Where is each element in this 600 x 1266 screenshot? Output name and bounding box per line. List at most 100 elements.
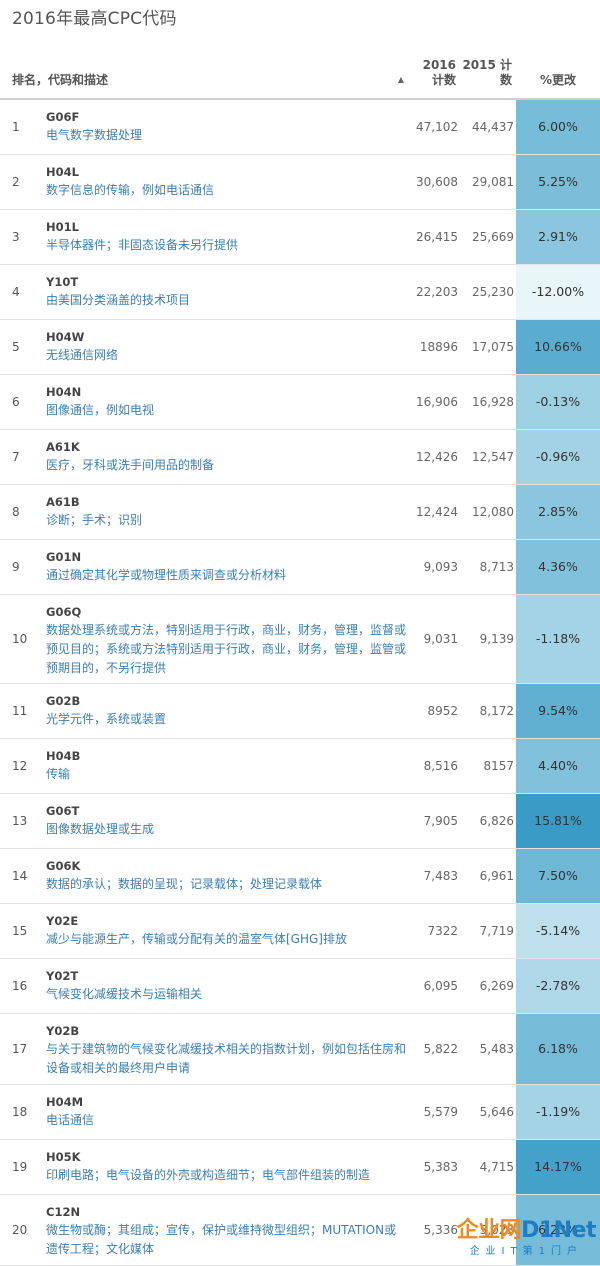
row-rank: 3 (0, 209, 42, 265)
table-row: 15 Y02E 减少与能源生产，传输或分配有关的温室气体[GHG]排放 7322 7,7… (0, 903, 600, 959)
count-2015: 6,961 (460, 848, 517, 904)
row-rank: 4 (0, 264, 42, 320)
row-rank: 1 (0, 99, 42, 155)
count-2016: 5,579 (412, 1084, 461, 1140)
header-2016-count[interactable]: 2016 计数 (412, 36, 461, 100)
row-code-desc: G06F 电气数字数据处理 (42, 99, 413, 155)
cpc-description-link[interactable]: 气候变化减缓技术与运输相关 (46, 986, 203, 1001)
percent-change-cell: 10.66% (516, 319, 600, 375)
cpc-description-link[interactable]: 电话通信 (46, 1112, 95, 1127)
cpc-description-link[interactable]: 减少与能源生产，传输或分配有关的温室气体[GHG]排放 (46, 931, 347, 946)
count-2015: 5,483 (460, 1013, 517, 1085)
cpc-description-link[interactable]: 诊断；手术；识别 (46, 512, 143, 527)
row-rank: 7 (0, 429, 42, 485)
cpc-code: H04L (46, 164, 79, 179)
percent-change-cell: 4.40% (516, 738, 600, 794)
cpc-code: H04W (46, 329, 85, 344)
cpc-description-link[interactable]: 微生物或酶；其组成；宣传，保护或维持微型组织；MUTATION或遗传工程；文化媒… (46, 1222, 397, 1256)
cpc-code: Y02T (46, 968, 79, 983)
table-header-row: 排名，代码和描述 ▲ 2016 计数 2015 计数 %更改 (0, 36, 600, 100)
table-row: 8 A61B 诊断；手术；识别 12,424 12,080 2.85% (0, 484, 600, 540)
cpc-code: A61B (46, 494, 80, 509)
cpc-description-link[interactable]: 半导体器件；非固态设备未另行提供 (46, 237, 239, 252)
cpc-code: H04M (46, 1094, 84, 1109)
cpc-code: G06K (46, 858, 81, 873)
percent-change-cell: 6.18% (516, 1013, 600, 1085)
table-row: 11 G02B 光学元件，系统或装置 8952 8,172 9.54% (0, 683, 600, 739)
row-code-desc: H04W 无线通信网络 (42, 319, 413, 375)
table-body: 1 G06F 电气数字数据处理 47,102 44,437 6.00% 2 H04L 数字信息的… (0, 99, 600, 1266)
table-row: 5 H04W 无线通信网络 18896 17,075 10.66% (0, 319, 600, 375)
header-rank-desc-label: 排名，代码和描述 (12, 73, 109, 87)
cpc-description-link[interactable]: 电气数字数据处理 (46, 128, 143, 142)
cpc-description-link[interactable]: 数字信息的传输，例如电话通信 (46, 182, 215, 197)
count-2015: 6,826 (460, 793, 517, 849)
row-rank: 12 (0, 738, 42, 794)
row-code-desc: H01L 半导体器件；非固态设备未另行提供 (42, 209, 413, 265)
row-rank: 8 (0, 484, 42, 540)
cpc-code: G02B (46, 693, 81, 708)
count-2015: 29,081 (460, 154, 517, 210)
count-2015: 5,646 (460, 1084, 517, 1140)
cpc-description-link[interactable]: 图像通信，例如电视 (46, 402, 155, 417)
cpc-description-link[interactable]: 光学元件，系统或装置 (46, 711, 167, 726)
cpc-description-link[interactable]: 通过确定其化学或物理性质来调查或分析材料 (46, 567, 287, 582)
percent-change-cell: -0.96% (516, 429, 600, 485)
row-code-desc: H04B 传输 (42, 738, 413, 794)
percent-change-cell: -12.00% (516, 264, 600, 320)
cpc-description-link[interactable]: 数据处理系统或方法，特别适用于行政，商业，财务，管理，监督或预见目的；系统或方法… (46, 622, 407, 675)
row-code-desc: G06K 数据的承认；数据的呈现；记录载体；处理记录载体 (42, 848, 413, 904)
percent-change-cell: 14.17% (516, 1139, 600, 1195)
row-rank: 14 (0, 848, 42, 904)
count-2016: 7,905 (412, 793, 461, 849)
cpc-description-link[interactable]: 与关于建筑物的气候变化减缓技术相关的指数计划，例如包括住房和设备或相关的最终用户… (46, 1041, 407, 1075)
row-code-desc: A61B 诊断；手术；识别 (42, 484, 413, 540)
count-2015: 12,080 (460, 484, 517, 540)
cpc-code: A61K (46, 439, 80, 454)
table-row: 4 Y10T 由美国分类涵盖的技术项目 22,203 25,230 -12.00% (0, 264, 600, 320)
row-code-desc: H05K 印刷电路；电气设备的外壳或构造细节；电气部件组装的制造 (42, 1139, 413, 1195)
cpc-code: Y10T (46, 274, 79, 289)
row-code-desc: H04M 电话通信 (42, 1084, 413, 1140)
row-rank: 16 (0, 958, 42, 1014)
row-code-desc: G01N 通过确定其化学或物理性质来调查或分析材料 (42, 539, 413, 595)
row-code-desc: Y02T 气候变化减缓技术与运输相关 (42, 958, 413, 1014)
count-2016: 12,426 (412, 429, 461, 485)
count-2016: 30,608 (412, 154, 461, 210)
row-rank: 11 (0, 683, 42, 739)
row-code-desc: G06T 图像数据处理或生成 (42, 793, 413, 849)
cpc-description-link[interactable]: 无线通信网络 (46, 347, 119, 362)
cpc-description-link[interactable]: 由美国分类涵盖的技术项目 (46, 292, 191, 307)
table-row: 2 H04L 数字信息的传输，例如电话通信 30,608 29,081 5.25% (0, 154, 600, 210)
percent-change-cell: -0.13% (516, 374, 600, 430)
count-2016: 8,516 (412, 738, 461, 794)
row-code-desc: Y02E 减少与能源生产，传输或分配有关的温室气体[GHG]排放 (42, 903, 413, 959)
cpc-description-link[interactable]: 图像数据处理或生成 (46, 821, 155, 836)
cpc-description-link[interactable]: 印刷电路；电气设备的外壳或构造细节；电气部件组装的制造 (46, 1167, 371, 1182)
header-percent-change[interactable]: %更改 (516, 36, 600, 100)
cpc-description-link[interactable]: 数据的承认；数据的呈现；记录载体；处理记录载体 (46, 876, 323, 891)
row-code-desc: A61K 医疗，牙科或洗手间用品的制备 (42, 429, 413, 485)
cpc-code: H04N (46, 384, 82, 399)
cpc-code: G06F (46, 110, 80, 124)
count-2016: 7,483 (412, 848, 461, 904)
table-row: 16 Y02T 气候变化减缓技术与运输相关 6,095 6,269 -2.78% (0, 958, 600, 1014)
percent-change-cell: 2.91% (516, 209, 600, 265)
cpc-description-link[interactable]: 医疗，牙科或洗手间用品的制备 (46, 457, 215, 472)
cpc-code: G01N (46, 549, 82, 564)
count-2016: 9,093 (412, 539, 461, 595)
table-row: 19 H05K 印刷电路；电气设备的外壳或构造细节；电气部件组装的制造 5,383 4,… (0, 1139, 600, 1195)
percent-change-cell: 15.81% (516, 793, 600, 849)
cpc-code: H05K (46, 1149, 81, 1164)
percent-change-cell: 6.00% (516, 99, 600, 155)
sort-ascending-icon[interactable]: ▲ (397, 75, 405, 84)
count-2016: 26,415 (412, 209, 461, 265)
count-2016: 6,095 (412, 958, 461, 1014)
header-2015-count[interactable]: 2015 计数 (460, 36, 517, 100)
cpc-code: Y02B (46, 1023, 80, 1038)
count-2015: 25,230 (460, 264, 517, 320)
cpc-description-link[interactable]: 传输 (46, 766, 71, 781)
header-rank-desc[interactable]: 排名，代码和描述 ▲ (0, 36, 413, 100)
percent-change-cell: 5.25% (516, 154, 600, 210)
count-2015: 8,713 (460, 539, 517, 595)
